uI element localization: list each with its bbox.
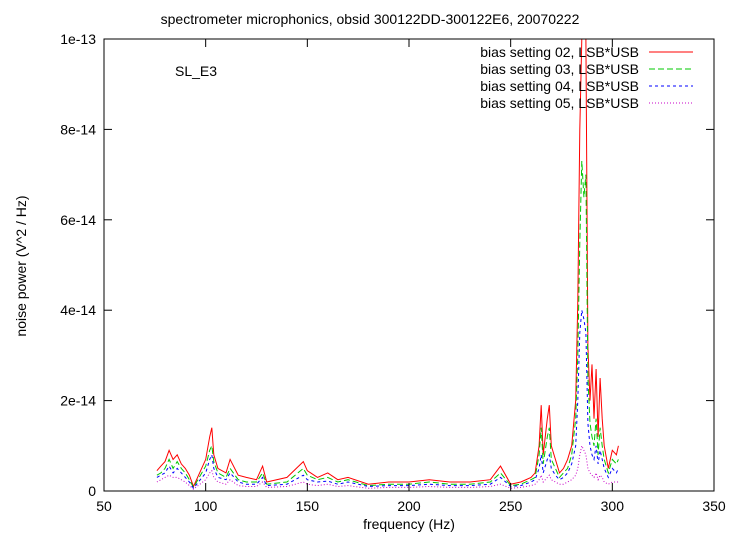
legend-label-3: bias setting 04, LSB*USB [480,78,639,94]
x-tick-label: 100 [194,498,218,514]
series-line-3 [156,310,619,490]
x-axis-label: frequency (Hz) [363,516,455,532]
x-tick-label: 250 [499,498,523,514]
y-tick-label: 6e-14 [60,212,96,228]
x-tick-label: 50 [96,498,112,514]
legend-label-2: bias setting 03, LSB*USB [480,61,639,77]
x-tick-label: 300 [601,498,625,514]
y-tick-label: 1e-13 [60,31,96,47]
y-tick-label: 4e-14 [60,302,96,318]
y-tick-label: 2e-14 [60,393,96,409]
chart-annotation: SL_E3 [175,63,217,79]
axes: 50 100 150 200 250 300 350 0 2e-14 4e-14 6e-14 8e-1… [60,31,726,514]
y-axis-label: noise power (V^2 / Hz) [13,195,29,336]
x-tick-label: 350 [702,498,726,514]
y-tick-label: 0 [88,483,96,499]
series-line-2 [156,160,619,489]
legend-label-4: bias setting 05, LSB*USB [480,95,639,111]
series-line-4 [156,444,619,490]
legend-label-1: bias setting 02, LSB*USB [480,44,639,60]
series-line-1 [156,39,619,488]
x-tick-label: 150 [296,498,320,514]
x-tick-label: 200 [397,498,421,514]
plot-area [156,39,619,490]
y-tick-label: 8e-14 [60,121,96,137]
chart-title: spectrometer microphonics, obsid 300122D… [161,11,580,27]
